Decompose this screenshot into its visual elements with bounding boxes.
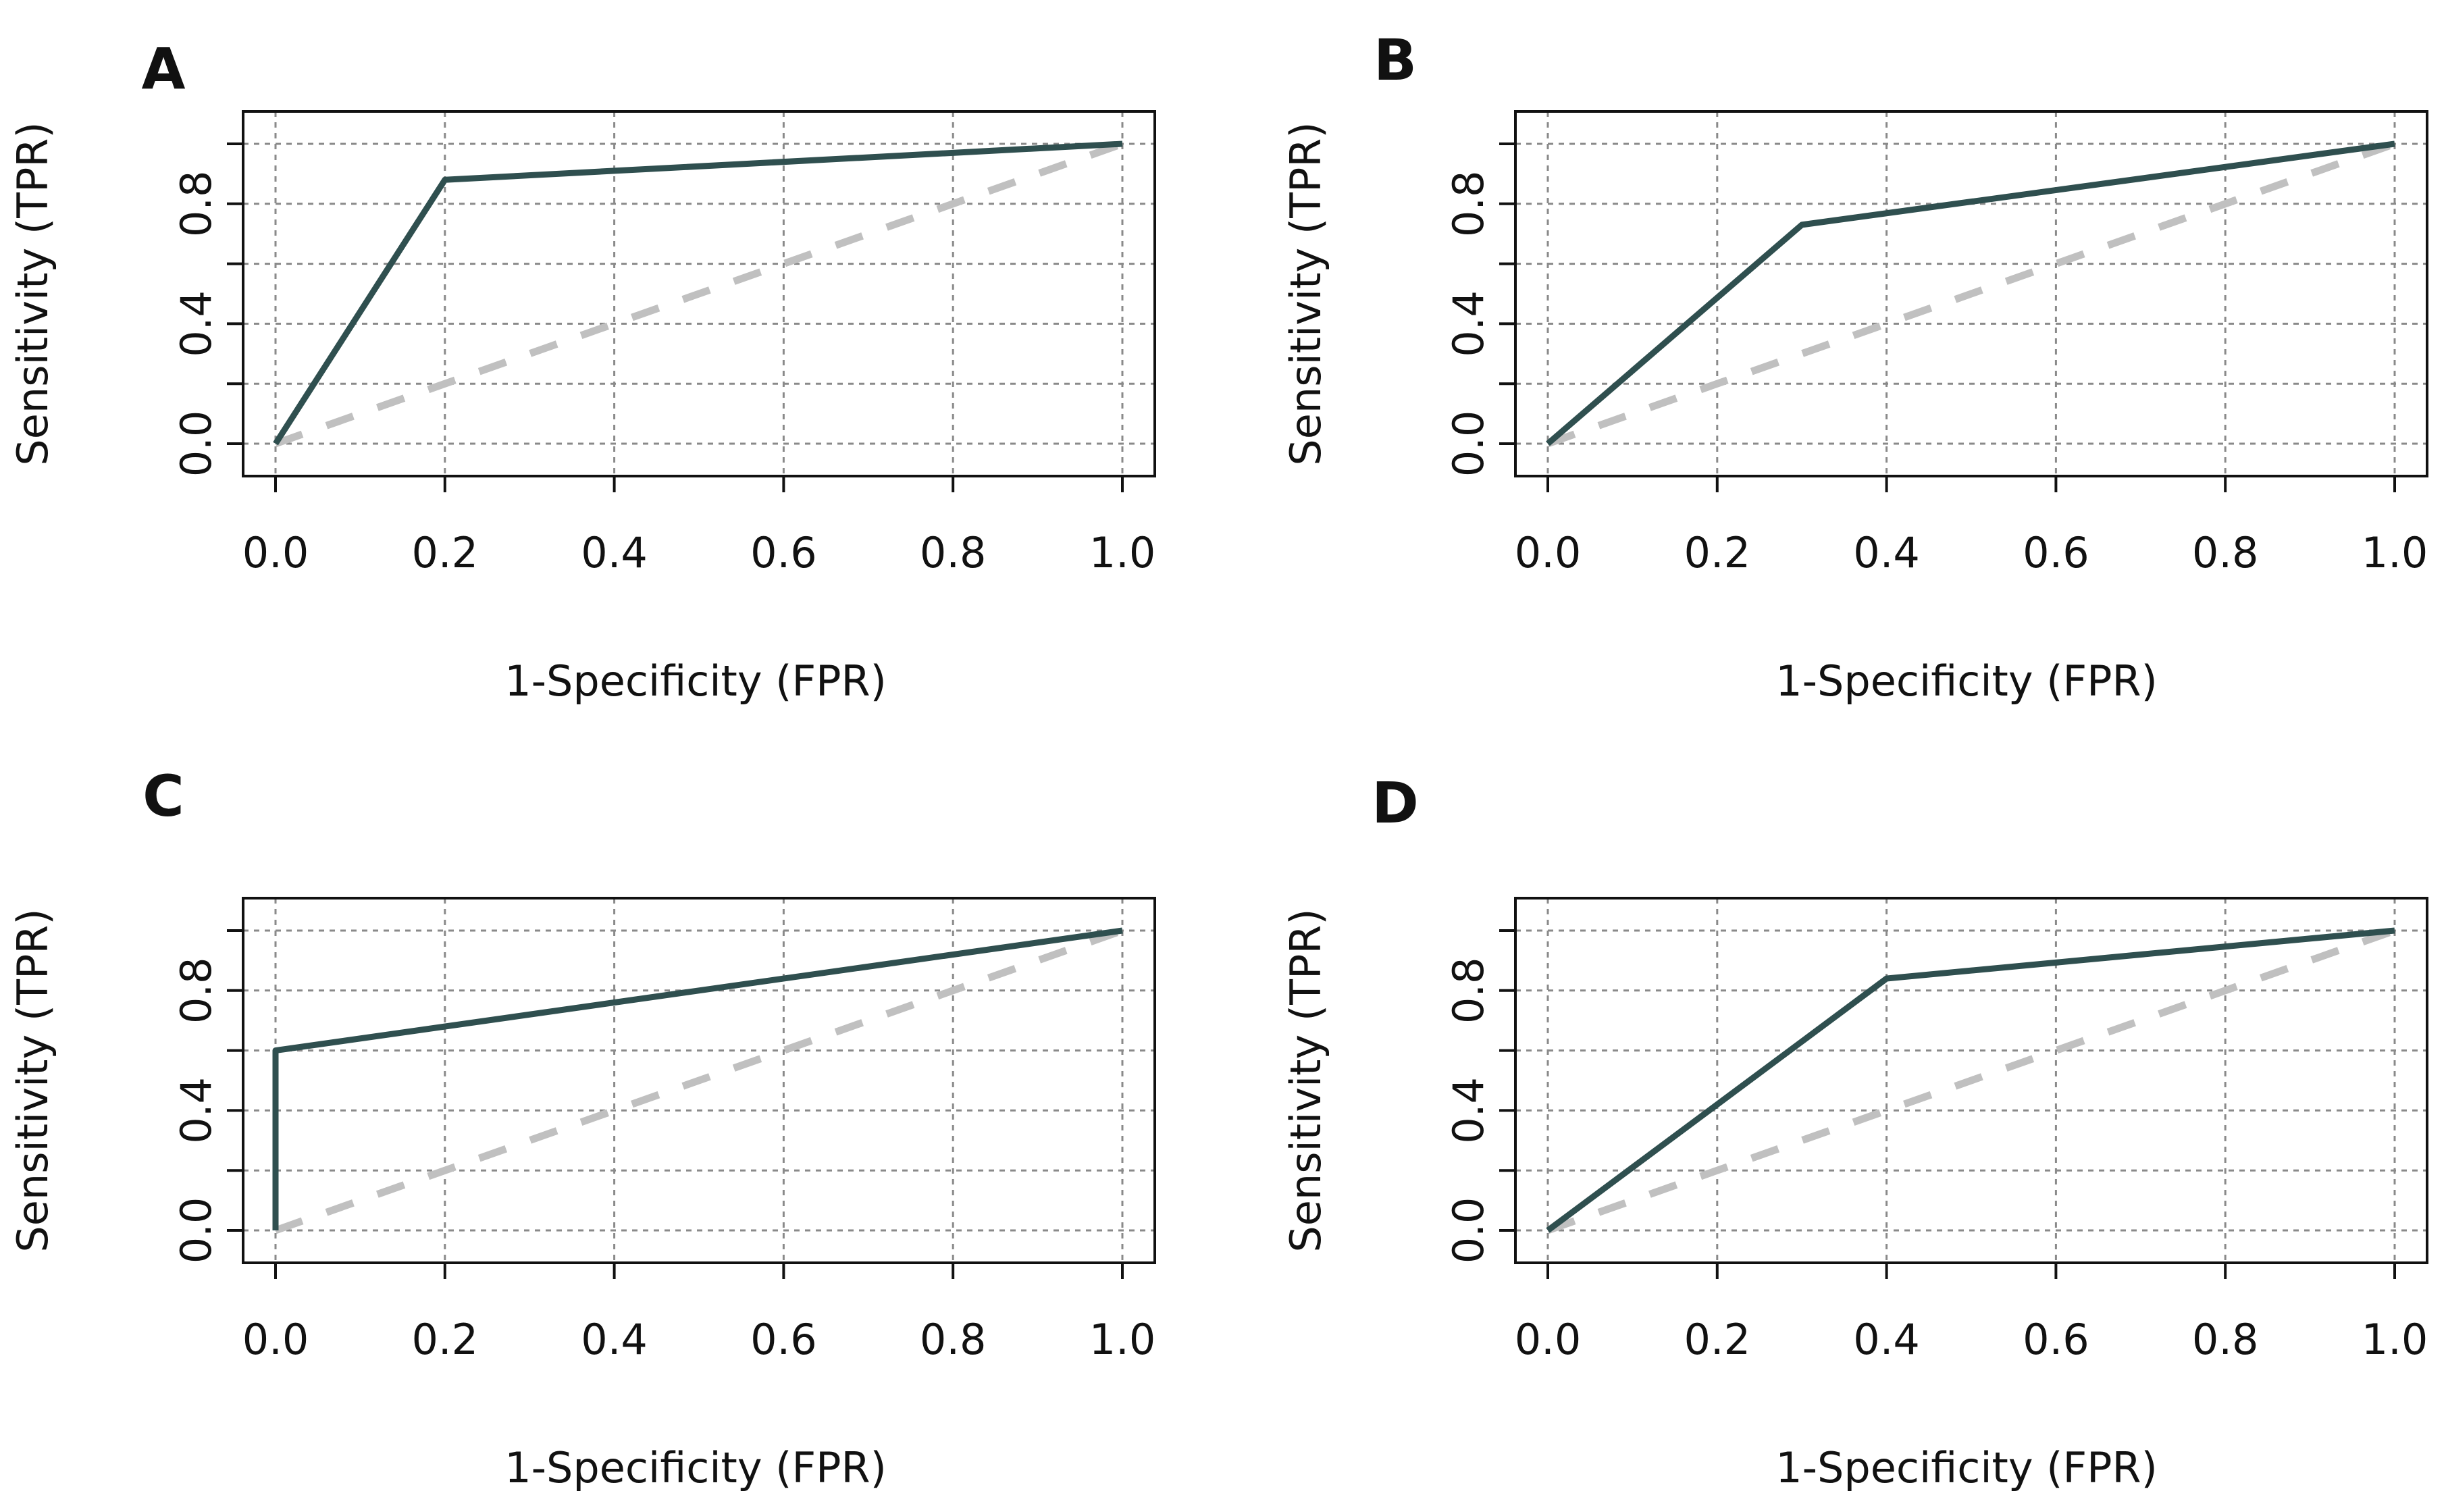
x-tick-label: 0.4 — [1853, 1315, 1920, 1364]
roc-curve-line — [1546, 927, 2395, 1233]
roc-panel-d: D 0.0 0.2 0.4 0.6 0.8 1.0 0.0 0.4 0.8 1-Specificit… — [1281, 770, 2428, 1492]
x-tick-label: 0.6 — [2023, 1315, 2089, 1364]
roc-panel-a: A 0.0 0.2 0.4 0.6 0.8 1.0 0.0 0.4 0.8 1-Specificit… — [8, 36, 1156, 706]
plot-frame — [1514, 897, 2428, 1264]
y-axis-title: Sensitivity (TPR) — [1281, 908, 1330, 1252]
reference-diagonal-line — [274, 140, 1124, 448]
x-tick-label: 0.8 — [920, 528, 987, 577]
x-axis-title: 1-Specificity (FPR) — [504, 656, 887, 706]
x-tick-label: 1.0 — [2362, 528, 2428, 577]
x-axis: 0.0 0.2 0.4 0.6 0.8 1.0 — [1515, 476, 2428, 577]
y-axis-title: Sensitivity (TPR) — [1281, 122, 1330, 465]
x-axis-title: 1-Specificity (FPR) — [1775, 656, 2158, 706]
x-tick-label: 0.2 — [1684, 528, 1750, 577]
x-tick-label: 0.2 — [1684, 1315, 1750, 1364]
x-tick-label: 0.0 — [1515, 1315, 1582, 1364]
x-axis-title: 1-Specificity (FPR) — [1775, 1443, 2158, 1492]
y-axis-title: Sensitivity (TPR) — [8, 122, 57, 465]
y-tick-label: 0.8 — [1444, 957, 1493, 1024]
x-tick-label: 0.6 — [750, 1315, 817, 1364]
y-axis: 0.0 0.4 0.8 — [1444, 929, 1515, 1264]
y-tick-label: 0.8 — [172, 170, 221, 237]
x-tick-label: 0.8 — [920, 1315, 987, 1364]
y-tick-label: 0.0 — [172, 1197, 221, 1264]
x-tick-label: 0.0 — [1515, 528, 1582, 577]
x-tick-label: 1.0 — [1089, 528, 1156, 577]
x-tick-label: 0.8 — [2192, 1315, 2259, 1364]
plot-frame — [242, 110, 1156, 477]
y-tick-label: 0.4 — [172, 290, 221, 357]
x-tick-label: 0.0 — [242, 1315, 309, 1364]
grid — [243, 111, 1155, 476]
plot-frame — [242, 897, 1156, 1264]
x-tick-label: 0.8 — [2192, 528, 2259, 577]
y-axis-title: Sensitivity (TPR) — [8, 908, 57, 1252]
x-tick-label: 0.2 — [411, 1315, 478, 1364]
x-tick-label: 0.0 — [242, 528, 309, 577]
panel-label: A — [141, 36, 185, 102]
y-axis: 0.0 0.4 0.8 — [1444, 142, 1515, 477]
roc-panel-c: C 0.0 0.2 0.4 0.6 0.8 1.0 0.0 0.4 0.8 1-Specificit… — [8, 763, 1156, 1492]
reference-diagonal-line — [1546, 927, 2396, 1234]
x-tick-label: 1.0 — [1089, 1315, 1156, 1364]
x-tick-label: 0.2 — [411, 528, 478, 577]
y-axis: 0.0 0.4 0.8 — [172, 929, 243, 1264]
y-tick-label: 0.0 — [1444, 411, 1493, 477]
y-tick-label: 0.4 — [172, 1077, 221, 1144]
x-axis: 0.0 0.2 0.4 0.6 0.8 1.0 — [242, 1263, 1156, 1364]
panel-label: B — [1374, 27, 1417, 93]
x-tick-label: 0.6 — [2023, 528, 2089, 577]
y-tick-label: 0.4 — [1444, 290, 1493, 357]
y-axis: 0.0 0.4 0.8 — [172, 142, 243, 477]
x-axis: 0.0 0.2 0.4 0.6 0.8 1.0 — [242, 476, 1156, 577]
panel-label: C — [142, 763, 184, 829]
plot-frame — [1514, 110, 2428, 477]
x-axis-title: 1-Specificity (FPR) — [504, 1443, 887, 1492]
grid — [1515, 898, 2427, 1263]
x-axis: 0.0 0.2 0.4 0.6 0.8 1.0 — [1515, 1263, 2428, 1364]
reference-diagonal-line — [274, 927, 1124, 1234]
x-tick-label: 0.4 — [581, 1315, 648, 1364]
roc-curve-line — [273, 140, 1123, 446]
roc-panel-b: B 0.0 0.2 0.4 0.6 0.8 1.0 0.0 0.4 0.8 1-Specificit… — [1281, 27, 2428, 706]
x-tick-label: 0.6 — [750, 528, 817, 577]
y-tick-label: 0.8 — [172, 957, 221, 1024]
y-tick-label: 0.0 — [1444, 1197, 1493, 1264]
y-tick-label: 0.8 — [1444, 170, 1493, 237]
x-tick-label: 1.0 — [2362, 1315, 2428, 1364]
roc-curve-line — [272, 927, 1123, 1230]
reference-diagonal-line — [1546, 140, 2396, 448]
x-tick-label: 0.4 — [581, 528, 648, 577]
panel-label: D — [1372, 770, 1419, 836]
roc-curve-line — [1546, 140, 2395, 446]
x-tick-label: 0.4 — [1853, 528, 1920, 577]
y-tick-label: 0.4 — [1444, 1077, 1493, 1144]
y-tick-label: 0.0 — [172, 411, 221, 477]
